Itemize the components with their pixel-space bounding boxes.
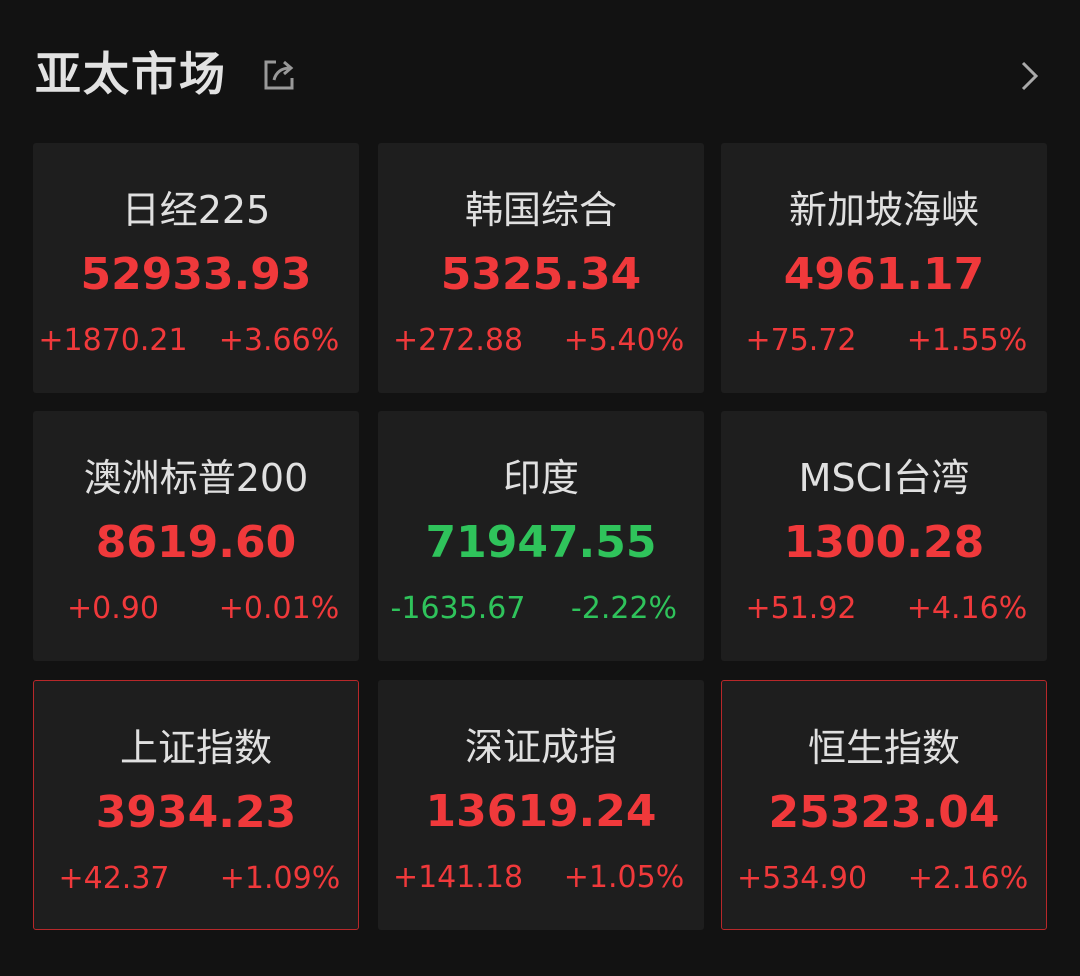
- index-percent: +3.66%: [218, 323, 340, 358]
- index-price: 5325.34: [440, 249, 642, 300]
- index-percent: +0.01%: [218, 591, 340, 626]
- index-card[interactable]: 新加坡海峡 4961.17 +75.72 +1.55%: [721, 143, 1047, 393]
- index-card[interactable]: 上证指数 3934.23 +42.37 +1.09%: [33, 680, 359, 930]
- index-change: +42.37: [58, 861, 170, 896]
- index-card[interactable]: 印度 71947.55 -1635.67 -2.22%: [378, 411, 704, 661]
- index-percent: +1.05%: [563, 860, 685, 895]
- index-change: +534.90: [736, 861, 868, 896]
- index-name: 澳洲标普200: [83, 456, 309, 500]
- index-change: +51.92: [745, 591, 857, 626]
- index-name: 韩国综合: [464, 188, 617, 232]
- index-price: 13619.24: [425, 786, 657, 837]
- index-card[interactable]: 日经225 52933.93 +1870.21 +3.66%: [33, 143, 359, 393]
- index-name: 恒生指数: [807, 726, 960, 770]
- more-chevron[interactable]: [1018, 60, 1042, 92]
- index-card[interactable]: MSCI台湾 1300.28 +51.92 +4.16%: [721, 411, 1047, 661]
- index-card[interactable]: 深证成指 13619.24 +141.18 +1.05%: [378, 680, 704, 930]
- index-percent: +2.16%: [907, 861, 1029, 896]
- index-change: +75.72: [745, 323, 857, 358]
- index-price: 1300.28: [783, 517, 985, 568]
- index-card[interactable]: 恒生指数 25323.04 +534.90 +2.16%: [721, 680, 1047, 930]
- index-percent: +1.55%: [906, 323, 1028, 358]
- index-price: 25323.04: [768, 787, 1000, 838]
- index-price: 3934.23: [95, 787, 297, 838]
- index-change: +1870.21: [38, 323, 188, 358]
- index-card[interactable]: 韩国综合 5325.34 +272.88 +5.40%: [378, 143, 704, 393]
- index-name: MSCI台湾: [798, 456, 970, 500]
- index-name: 印度: [502, 456, 579, 500]
- index-change: -1635.67: [390, 591, 526, 626]
- index-name: 深证成指: [464, 725, 617, 769]
- share-icon[interactable]: [262, 58, 296, 92]
- index-card[interactable]: 澳洲标普200 8619.60 +0.90 +0.01%: [33, 411, 359, 661]
- index-percent: +1.09%: [219, 861, 341, 896]
- index-price: 71947.55: [425, 517, 657, 568]
- index-change: +0.90: [67, 591, 159, 626]
- index-price: 4961.17: [783, 249, 985, 300]
- index-name: 新加坡海峡: [788, 188, 979, 232]
- index-percent: +4.16%: [906, 591, 1028, 626]
- index-name: 日经225: [121, 188, 271, 232]
- index-price: 8619.60: [95, 517, 297, 568]
- index-change: +272.88: [392, 323, 524, 358]
- header-title: 亚太市场: [35, 47, 227, 101]
- index-price: 52933.93: [80, 249, 312, 300]
- index-name: 上证指数: [119, 726, 272, 770]
- index-percent: -2.22%: [570, 591, 678, 626]
- index-percent: +5.40%: [563, 323, 685, 358]
- index-change: +141.18: [392, 860, 524, 895]
